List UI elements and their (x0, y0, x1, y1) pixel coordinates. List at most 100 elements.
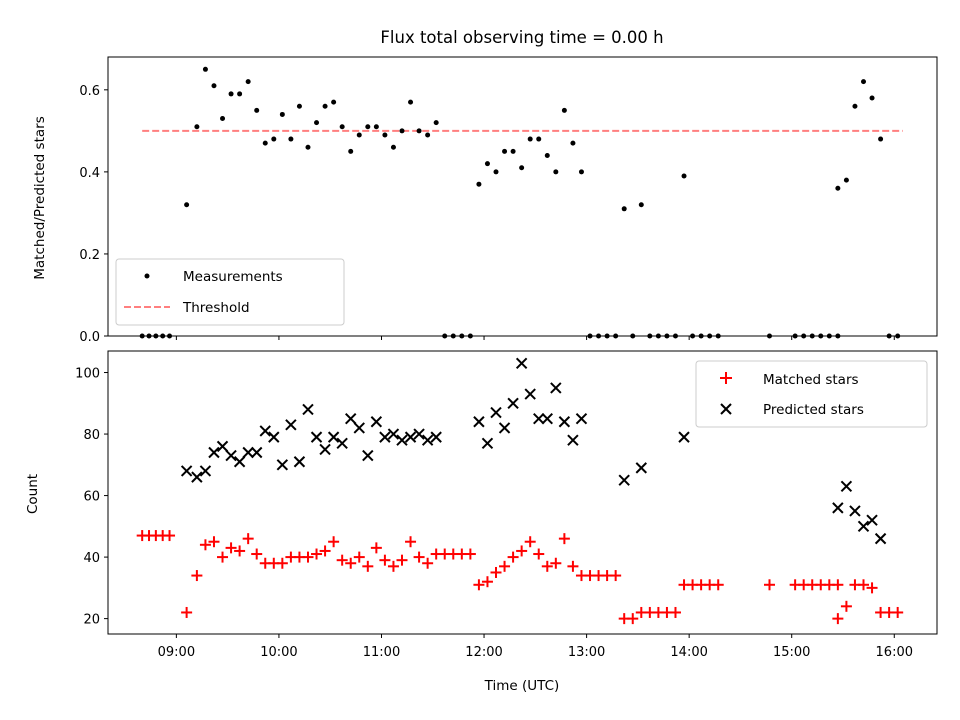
predicted-star-point (327, 431, 340, 443)
measurement-point (544, 152, 550, 158)
matched-star-point (319, 545, 331, 557)
predicted-star-point (362, 449, 374, 462)
predicted-star-point (353, 422, 365, 434)
matched-star-point (191, 570, 203, 582)
bottom-y-tick-label: 60 (83, 490, 100, 505)
matched-star-point (567, 560, 579, 572)
bottom-x-tick-label: 10:00 (260, 645, 297, 660)
bottom-plot-area (136, 357, 904, 625)
measurement-point (373, 124, 379, 130)
measurement-point (852, 103, 858, 109)
matched-star-point (208, 536, 220, 548)
matched-star-point (481, 576, 493, 588)
matched-star-point (336, 554, 348, 566)
predicted-star-point (396, 434, 408, 446)
measurement-point (536, 136, 542, 142)
matched-star-point (892, 606, 904, 618)
measurement-point (194, 124, 200, 130)
legend-label-measurements: Measurements (183, 269, 283, 285)
matched-star-point (499, 560, 511, 572)
bottom-y-ticks: 20 40 60 80 100 (75, 367, 108, 628)
bottom-y-tick-label: 100 (75, 367, 100, 382)
predicted-star-point (515, 357, 528, 370)
bottom-y-tick-label: 20 (83, 613, 100, 628)
predicted-star-point (558, 416, 571, 428)
legend-label-matched: Matched stars (763, 372, 859, 388)
predicted-star-point (678, 431, 690, 443)
measurement-point (416, 128, 422, 134)
bottom-x-tick-label: 14:00 (670, 645, 707, 660)
bottom-y-tick-label: 80 (83, 428, 100, 443)
matched-star-point (242, 533, 254, 545)
measurement-point (510, 148, 516, 154)
matched-star-point (507, 551, 519, 563)
predicted-star-point (413, 428, 425, 440)
measurement-point (262, 140, 268, 146)
predicted-star-point (473, 416, 485, 428)
measurement-point (476, 181, 482, 187)
matched-star-point (558, 533, 570, 545)
matched-star-point (396, 554, 408, 566)
measurement-point (519, 165, 525, 171)
matched-star-point (610, 570, 622, 582)
matched-star-point (490, 566, 502, 578)
measurement-point (184, 202, 190, 208)
legend-marker-matched (720, 372, 732, 384)
predicted-star-point (857, 520, 870, 533)
predicted-star-point (216, 440, 229, 453)
matched-star-point (669, 606, 681, 618)
measurement-point (305, 144, 311, 150)
predicted-star-point (481, 437, 494, 449)
measurement-point (835, 185, 841, 191)
matched-star-point (353, 551, 365, 563)
predicted-star-point (541, 412, 553, 425)
predicted-star-point (293, 456, 306, 468)
matched-star-point (858, 579, 870, 591)
matched-star-point (362, 560, 374, 572)
matched-star-point (712, 579, 724, 591)
measurement-point (390, 144, 396, 150)
measurement-point (425, 132, 431, 138)
predicted-star-point (498, 422, 511, 434)
predicted-star-point (840, 480, 853, 493)
predicted-star-point (404, 431, 417, 443)
legend-label-predicted: Predicted stars (763, 402, 864, 418)
measurement-point (493, 169, 499, 175)
top-x-ticks (175, 336, 895, 340)
predicted-star-point (866, 514, 878, 526)
top-y-tick-label: 0.0 (79, 330, 100, 345)
bottom-x-tick-label: 13:00 (568, 645, 605, 660)
matched-star-point (370, 542, 382, 554)
predicted-star-point (849, 505, 861, 517)
predicted-star-point (507, 397, 519, 410)
matched-star-point (840, 600, 852, 612)
measurement-point (228, 91, 234, 97)
predicted-star-point (259, 425, 271, 437)
predicted-star-point (208, 446, 220, 459)
predicted-star-point (319, 443, 331, 456)
predicted-star-point (524, 388, 536, 400)
predicted-star-point (387, 428, 400, 440)
measurement-point (288, 136, 294, 142)
predicted-star-point (302, 403, 314, 416)
matched-star-point (763, 579, 775, 591)
bottom-x-ticks: 09:00 10:00 11:00 12:00 13:00 14:00 15:00 16:00 (158, 634, 913, 660)
measurement-point (561, 107, 567, 113)
matched-star-point (832, 579, 844, 591)
predicted-star-point (533, 412, 545, 425)
measurement-point (869, 95, 875, 101)
bottom-legend-box (695, 360, 928, 428)
matched-star-point (225, 542, 237, 554)
legend-marker-predicted (720, 403, 732, 415)
predicted-star-point (421, 434, 434, 446)
matched-star-point (217, 551, 229, 563)
predicted-star-point (379, 431, 391, 443)
predicted-star-point (233, 456, 246, 468)
matched-star-point (533, 548, 545, 560)
chart-title: Flux total observing time = 0.00 h (380, 28, 663, 47)
measurement-point (331, 99, 337, 105)
bottom-x-axis-label: Time (UTC) (484, 678, 560, 694)
matched-star-point (473, 579, 485, 591)
matched-star-point (328, 536, 340, 548)
